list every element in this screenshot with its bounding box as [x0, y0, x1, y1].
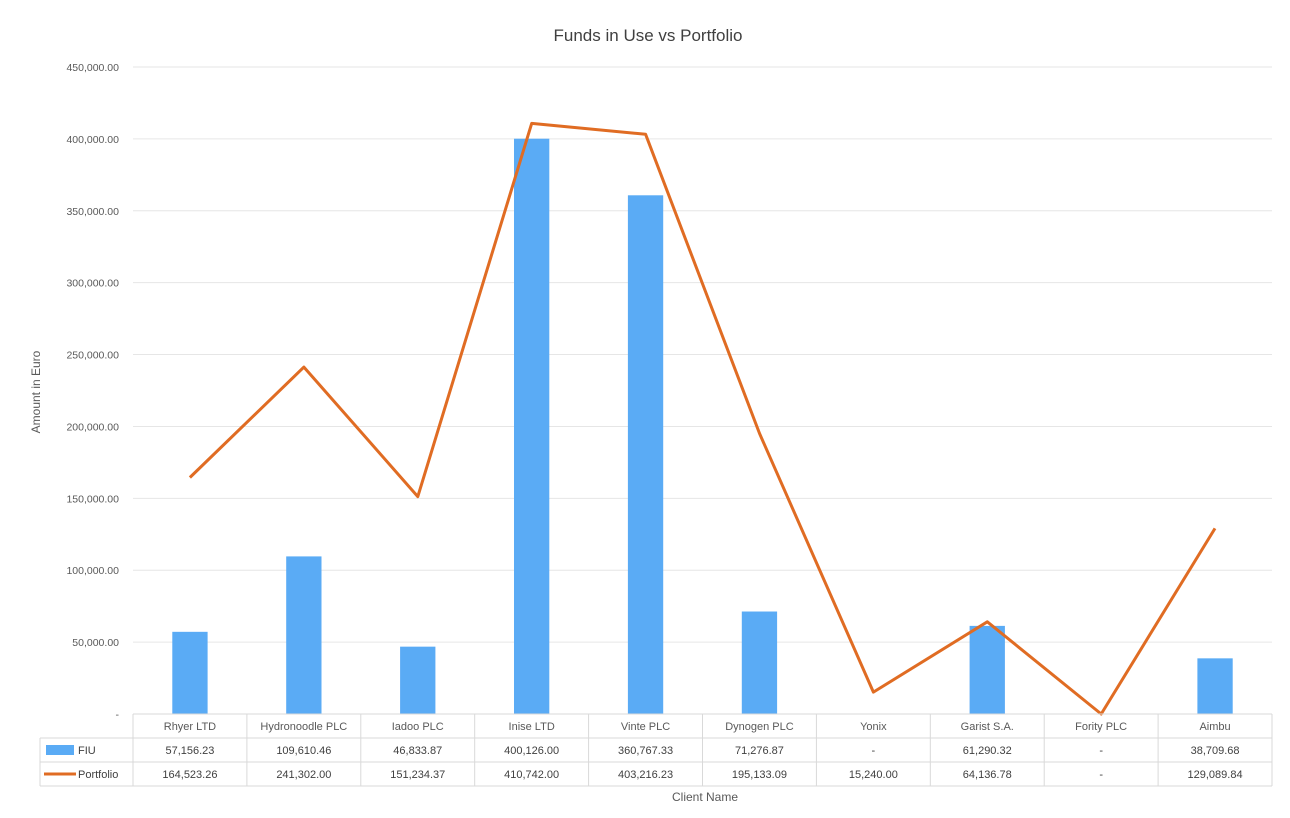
fiu-bars: [172, 138, 1233, 714]
fiu-bar: [627, 195, 664, 714]
data-label: 151,234.37: [390, 769, 445, 781]
series-name: FIU: [78, 745, 96, 757]
fiu-bar: [1197, 658, 1233, 714]
data-table: Rhyer LTD Hydronoodle PLC Iadoo PLC Inise L…: [39, 713, 1273, 787]
data-label: 38,709.68: [1191, 745, 1240, 757]
category-label: Aimbu: [1199, 721, 1230, 733]
y-tick-label: 400,000.00: [66, 134, 119, 146]
y-tick-label: -: [116, 709, 120, 721]
gridlines: [133, 66, 1272, 643]
category-label: Iadoo PLC: [392, 721, 444, 733]
data-label: 360,767.33: [618, 745, 673, 757]
category-label: Dynogen PLC: [725, 721, 794, 733]
fiu-bar: [969, 625, 1005, 714]
data-label: 129,089.84: [1188, 769, 1243, 781]
data-label: 195,133.09: [732, 769, 787, 781]
data-label: 400,126.00: [504, 745, 559, 757]
data-label: 410,742.00: [504, 769, 559, 781]
y-tick-label: 250,000.00: [66, 350, 119, 362]
fiu-bar: [513, 138, 550, 714]
fiu-bar: [741, 611, 778, 714]
y-tick-label: 350,000.00: [66, 206, 119, 218]
y-tick-label: 450,000.00: [66, 62, 119, 74]
category-label: Fority PLC: [1075, 721, 1127, 733]
data-label: 64,136.78: [963, 769, 1012, 781]
portfolio-line: [188, 121, 1217, 716]
y-tick-label: 200,000.00: [66, 421, 119, 433]
data-label: 403,216.23: [618, 769, 673, 781]
data-label: -: [1099, 769, 1103, 781]
series-name: Portfolio: [78, 769, 118, 781]
category-label: Hydronoodle PLC: [260, 721, 347, 733]
data-label: 15,240.00: [849, 769, 898, 781]
y-axis-ticks: - 50,000.00 100,000.00 150,000.00 200,000.00…: [66, 62, 119, 721]
data-label: 61,290.32: [963, 745, 1012, 757]
y-tick-label: 300,000.00: [66, 278, 119, 290]
category-label: Yonix: [860, 721, 887, 733]
y-tick-label: 150,000.00: [66, 493, 119, 505]
y-tick-label: 50,000.00: [72, 637, 119, 649]
category-label: Inise LTD: [509, 721, 555, 733]
data-label: 109,610.46: [276, 745, 331, 757]
legend-key-fiu: [46, 745, 74, 755]
fiu-bar: [172, 631, 208, 714]
data-label: 71,276.87: [735, 745, 784, 757]
data-label: 46,833.87: [393, 745, 442, 757]
category-label: Vinte PLC: [621, 721, 670, 733]
fiu-bar: [400, 646, 436, 714]
x-axis-label: Client Name: [672, 790, 738, 804]
chart-title: Funds in Use vs Portfolio: [554, 26, 743, 45]
data-label: -: [1099, 745, 1103, 757]
y-tick-label: 100,000.00: [66, 565, 119, 577]
data-label: 164,523.26: [162, 769, 217, 781]
data-label: 57,156.23: [165, 745, 214, 757]
data-label: -: [872, 745, 876, 757]
category-label: Garist S.A.: [961, 721, 1014, 733]
data-label: 241,302.00: [276, 769, 331, 781]
category-label: Rhyer LTD: [164, 721, 216, 733]
y-axis-label: Amount in Euro: [29, 350, 43, 433]
fiu-bar: [286, 556, 322, 714]
